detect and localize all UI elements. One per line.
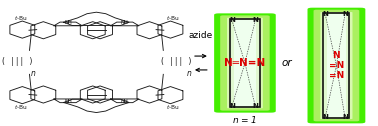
Text: ( ||| ): ( ||| )	[160, 57, 192, 66]
FancyBboxPatch shape	[307, 8, 365, 123]
Text: N: N	[253, 103, 258, 109]
FancyBboxPatch shape	[324, 13, 349, 118]
Text: N═N=N: N═N=N	[224, 58, 266, 68]
Text: NH: NH	[121, 20, 129, 25]
Text: N: N	[322, 114, 328, 120]
Text: $n$ = 2: $n$ = 2	[323, 124, 350, 126]
Text: $t$-Bu: $t$-Bu	[166, 14, 179, 22]
FancyBboxPatch shape	[220, 15, 270, 111]
FancyBboxPatch shape	[214, 13, 276, 113]
Text: ( ||| ): ( ||| )	[1, 57, 33, 66]
Bar	[234, 20, 256, 106]
Text: NH: NH	[64, 20, 72, 25]
Text: N: N	[229, 17, 235, 23]
Text: N: N	[253, 17, 258, 23]
Text: or: or	[282, 58, 293, 68]
Text: $n$: $n$	[30, 69, 37, 78]
Text: NH: NH	[64, 99, 72, 104]
Text: N: N	[229, 103, 235, 109]
Text: $t$-Bu: $t$-Bu	[14, 14, 27, 22]
Text: N
=N
=N: N =N =N	[329, 51, 344, 80]
FancyBboxPatch shape	[313, 10, 359, 121]
Text: N: N	[322, 11, 328, 18]
Bar	[327, 14, 345, 117]
Text: NH: NH	[121, 99, 129, 104]
Text: $n$: $n$	[186, 69, 192, 78]
FancyBboxPatch shape	[227, 18, 263, 108]
Text: $t$-Bu: $t$-Bu	[14, 103, 27, 111]
Text: N: N	[342, 11, 348, 18]
FancyBboxPatch shape	[230, 19, 260, 107]
Text: $n$ = 1: $n$ = 1	[232, 114, 258, 125]
Text: $t$-Bu: $t$-Bu	[166, 103, 179, 111]
Text: N: N	[342, 114, 348, 120]
FancyBboxPatch shape	[321, 12, 352, 119]
Text: azide: azide	[189, 31, 213, 40]
